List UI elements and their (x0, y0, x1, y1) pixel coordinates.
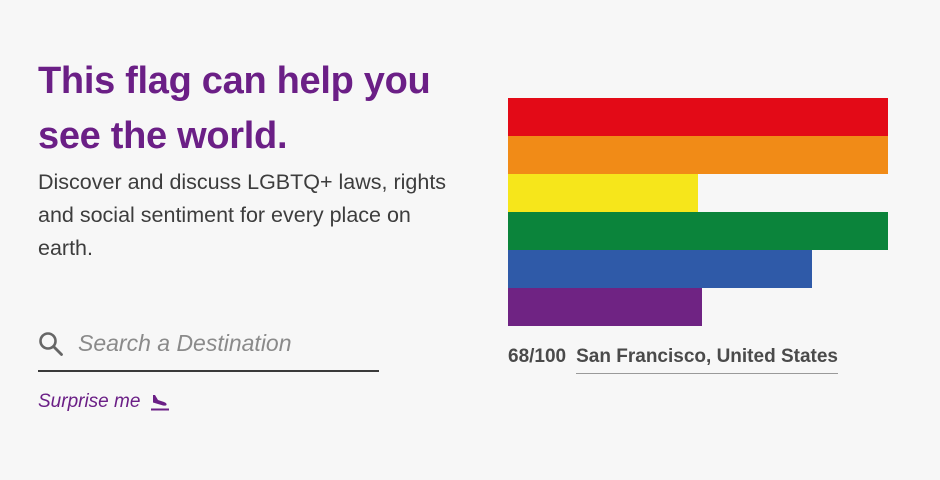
featured-destination: 68/100 San Francisco, United States (508, 346, 838, 374)
rainbow-flag-chart (508, 98, 888, 326)
equality-score: 68/100 (508, 346, 567, 367)
flag-stripe (508, 250, 812, 288)
flag-stripe (508, 174, 698, 212)
search-field[interactable] (38, 320, 379, 372)
flag-stripe (508, 212, 888, 250)
surprise-me-link[interactable]: Surprise me (38, 391, 170, 413)
plane-landing-icon (151, 395, 170, 411)
flag-stripe (508, 98, 888, 136)
search-input[interactable] (78, 323, 374, 363)
flag-stripe (508, 288, 702, 326)
search-icon (39, 332, 63, 356)
flag-stripe (508, 136, 888, 174)
surprise-me-label: Surprise me (38, 391, 141, 412)
page-subtitle: Discover and discuss LGBTQ+ laws, rights… (38, 170, 447, 260)
page-title: This flag can help you see the world. (38, 60, 431, 157)
location-link[interactable]: San Francisco, United States (576, 346, 838, 374)
